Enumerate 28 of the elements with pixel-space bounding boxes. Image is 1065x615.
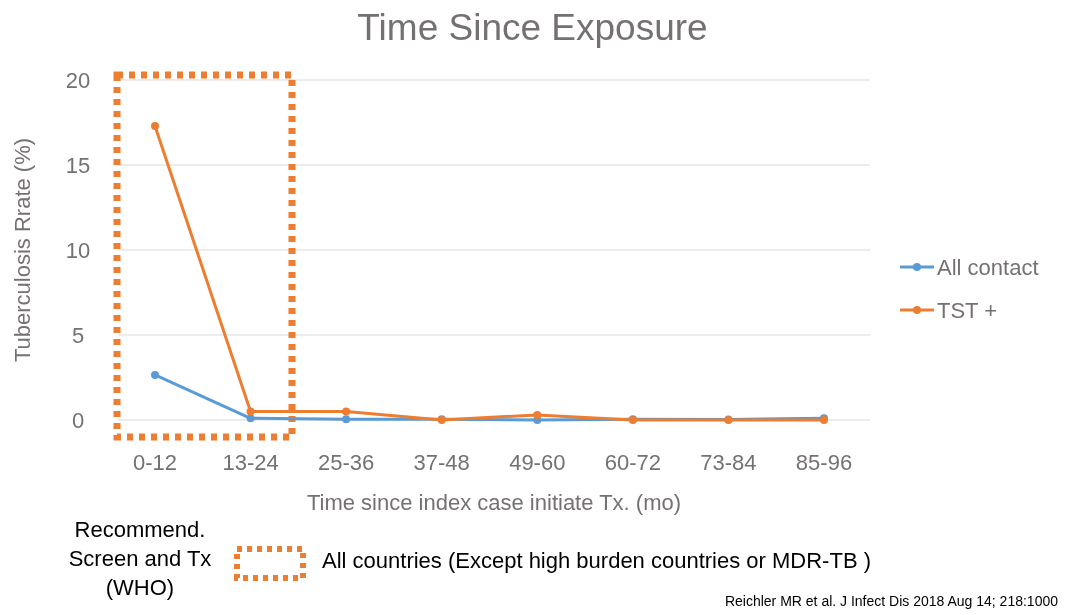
legend-label: All contact: [937, 254, 1039, 280]
x-tick-label: 49-60: [509, 450, 566, 475]
x-tick-label: 60-72: [604, 450, 661, 475]
y-tick-label: 0: [71, 407, 85, 433]
chart-title: Time Since Exposure: [357, 7, 708, 48]
point: [246, 407, 255, 416]
point: [246, 414, 255, 423]
point: [151, 370, 159, 379]
x-tick-label: 25-36: [318, 450, 375, 475]
y-tick-label: 10: [65, 237, 91, 263]
x-tick-label: 13-24: [222, 450, 279, 475]
x-axis-title: Time since index case initiate Tx. (mo): [306, 490, 682, 515]
x-tick-label: 0-12: [132, 450, 178, 475]
point: [342, 407, 351, 416]
point: [533, 410, 542, 419]
y-tick-label: 15: [65, 152, 91, 178]
y-axis-title: Tuberculosis Rrate (%): [10, 137, 35, 363]
legend-label: TST +: [937, 297, 998, 323]
x-tick-label: 37-48: [413, 450, 470, 475]
x-tick-label: 73-84: [700, 450, 757, 475]
text: Reichler MR et al. J Infect Dis 2018 Aug 14; 218:1000: [724, 593, 1059, 609]
point: [342, 415, 351, 424]
text: All countries (Except high burden countries or MDR-TB ): [322, 548, 871, 573]
point: [151, 121, 159, 130]
x-tick-label: 85-96: [795, 450, 853, 475]
text: Recommend. Screen and Tx (WHO): [68, 517, 212, 600]
y-tick-label: 5: [71, 322, 85, 348]
y-tick-label: 20: [65, 67, 91, 93]
